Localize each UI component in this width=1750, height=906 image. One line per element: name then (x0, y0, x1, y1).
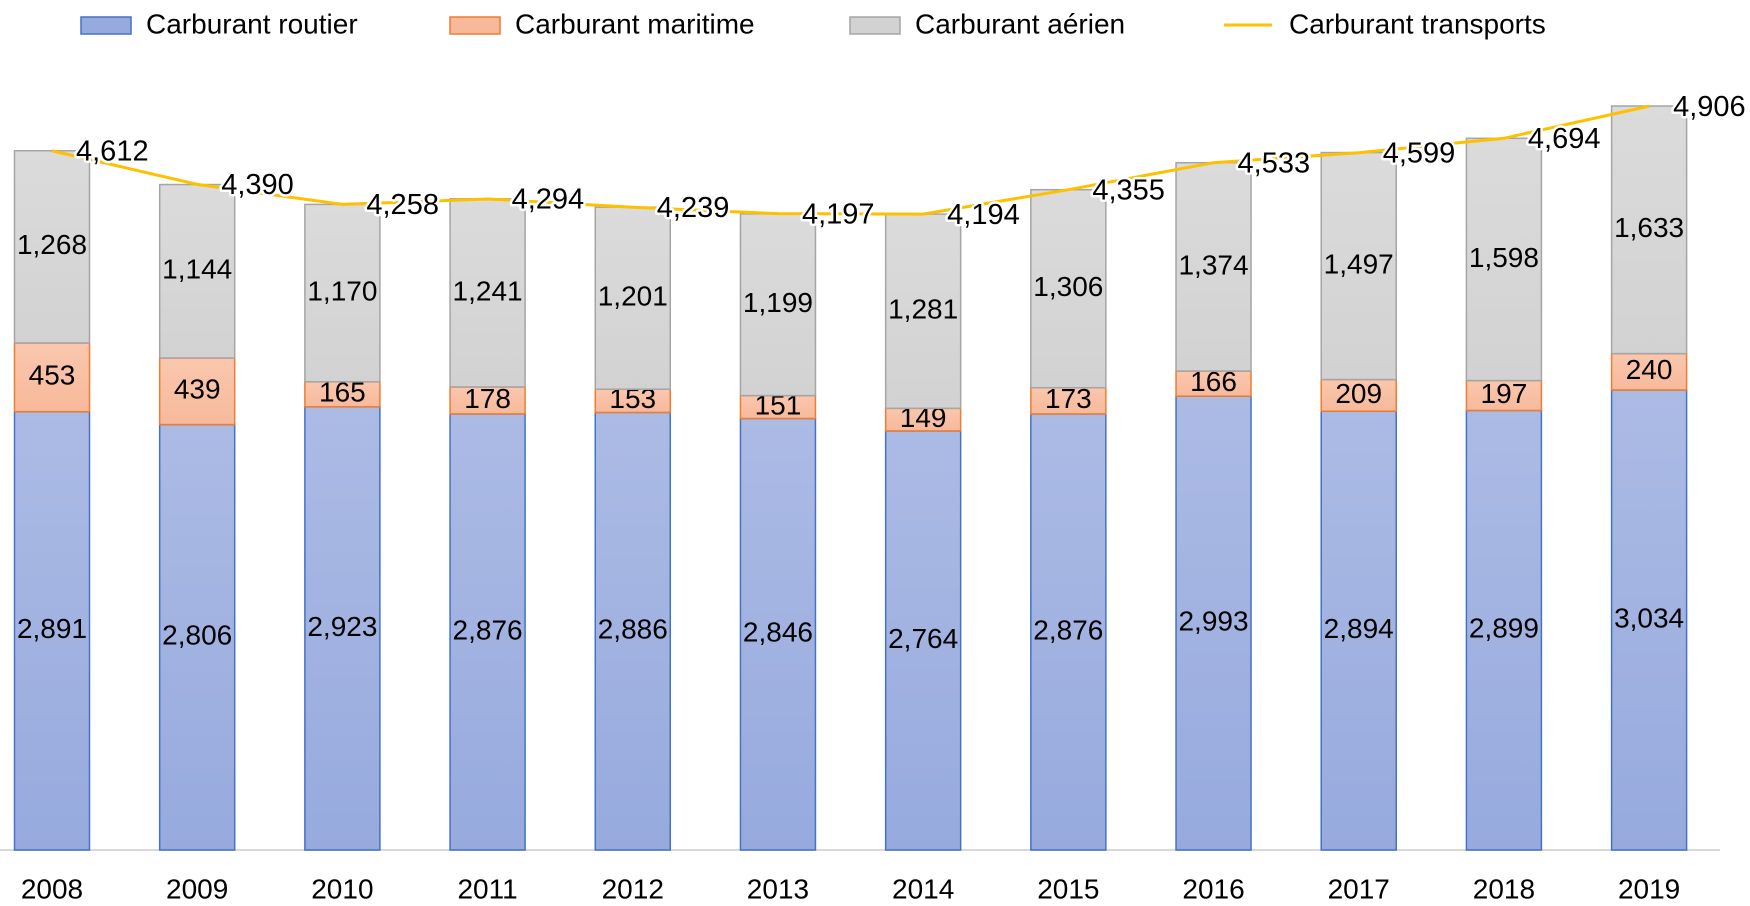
data-label: 2,876 (1033, 614, 1103, 645)
bar-segment (884, 213, 962, 410)
bar-segment (1610, 389, 1688, 851)
bar-segment (739, 417, 817, 851)
data-label: 2,764 (888, 623, 958, 654)
data-label: 1,268 (17, 229, 87, 260)
data-label: 178 (464, 383, 511, 414)
bar-segment (1320, 151, 1397, 381)
x-tick-label: 2011 (457, 873, 517, 904)
x-tick-label: 2016 (1182, 873, 1244, 904)
data-label: 1,598 (1469, 242, 1539, 273)
bar-segment (1320, 410, 1397, 851)
bar-segment (449, 386, 526, 415)
data-label: 1,306 (1033, 271, 1103, 302)
legend-swatch (449, 16, 501, 35)
bar-segment (1465, 137, 1543, 382)
data-label: 2,876 (453, 614, 523, 645)
line-label: 4,612 (76, 135, 149, 167)
bar-segment (594, 206, 672, 390)
bar-segment (1175, 161, 1252, 372)
bar-segment (1030, 188, 1107, 389)
bar-segment (1465, 379, 1543, 412)
bar-segment (304, 381, 381, 408)
x-tick-label: 2018 (1473, 873, 1535, 904)
data-label: 1,497 (1324, 248, 1394, 279)
line-label: 4,239 (657, 192, 730, 224)
line-label: 4,355 (1092, 174, 1165, 206)
bar-segment (884, 430, 962, 851)
x-tick-label: 2012 (602, 873, 664, 904)
x-tick-label: 2010 (311, 873, 373, 904)
data-label: 1,281 (888, 294, 958, 325)
x-tick-label: 2013 (747, 873, 809, 904)
legend-label: Carburant maritime (515, 8, 755, 39)
bar-segment (158, 183, 236, 359)
line-label: 4,258 (366, 189, 439, 221)
bar-segment (449, 198, 526, 388)
bar-segment (1465, 409, 1543, 851)
bar-segment (1610, 105, 1688, 355)
data-label: 240 (1626, 354, 1673, 385)
line-label: 4,390 (221, 169, 294, 201)
bar-segment (739, 213, 817, 397)
x-tick-label: 2017 (1328, 873, 1390, 904)
data-label: 2,923 (307, 611, 377, 642)
legend-label: Carburant routier (146, 8, 358, 39)
bar-segment (594, 411, 672, 851)
bar-segment (1030, 386, 1107, 415)
data-label: 2,894 (1324, 613, 1394, 644)
data-label: 1,374 (1178, 249, 1248, 280)
data-label: 1,170 (307, 275, 377, 306)
line-label: 4,197 (802, 198, 875, 230)
line-label: 4,533 (1238, 147, 1311, 179)
bar-segment (13, 342, 91, 413)
x-tick-label: 2009 (166, 873, 228, 904)
data-label: 2,806 (162, 620, 232, 651)
line-label: 4,599 (1383, 137, 1456, 169)
line-label: 4,694 (1528, 123, 1601, 155)
data-label: 197 (1481, 378, 1528, 409)
line-label: 4,194 (947, 199, 1020, 231)
data-label: 1,241 (453, 275, 523, 306)
data-label: 209 (1335, 378, 1382, 409)
data-label: 1,199 (743, 287, 813, 318)
bar-segment (158, 423, 236, 851)
data-label: 1,144 (162, 254, 232, 285)
x-tick-label: 2014 (892, 873, 954, 904)
data-label: 2,891 (17, 613, 87, 644)
legend-label: Carburant aérien (915, 8, 1125, 39)
data-label: 2,886 (598, 614, 668, 645)
total-line (51, 104, 1650, 216)
x-tick-label: 2015 (1037, 873, 1099, 904)
data-label: 439 (174, 374, 221, 405)
bar-segment (1175, 395, 1252, 851)
data-label: 1,201 (598, 281, 668, 312)
bar-segment (158, 357, 236, 426)
legend-label: Carburant transports (1289, 8, 1546, 39)
bar-segment (13, 410, 91, 851)
data-label: 2,846 (743, 617, 813, 648)
data-label: 2,899 (1469, 613, 1539, 644)
data-label: 1,633 (1614, 212, 1684, 243)
bar-segment (1175, 370, 1252, 397)
bar-segment (304, 406, 381, 851)
data-label: 453 (29, 360, 76, 391)
line-label: 4,294 (512, 184, 585, 216)
data-label: 3,034 (1614, 602, 1684, 633)
data-label: 2,993 (1178, 605, 1248, 636)
x-tick-label: 2019 (1618, 873, 1680, 904)
bar-segment (1030, 413, 1107, 851)
x-tick-label: 2008 (21, 873, 83, 904)
bar-segment (304, 203, 381, 383)
legend-swatch (80, 16, 132, 35)
line-label: 4,906 (1673, 91, 1746, 123)
legend-swatch (849, 16, 901, 35)
